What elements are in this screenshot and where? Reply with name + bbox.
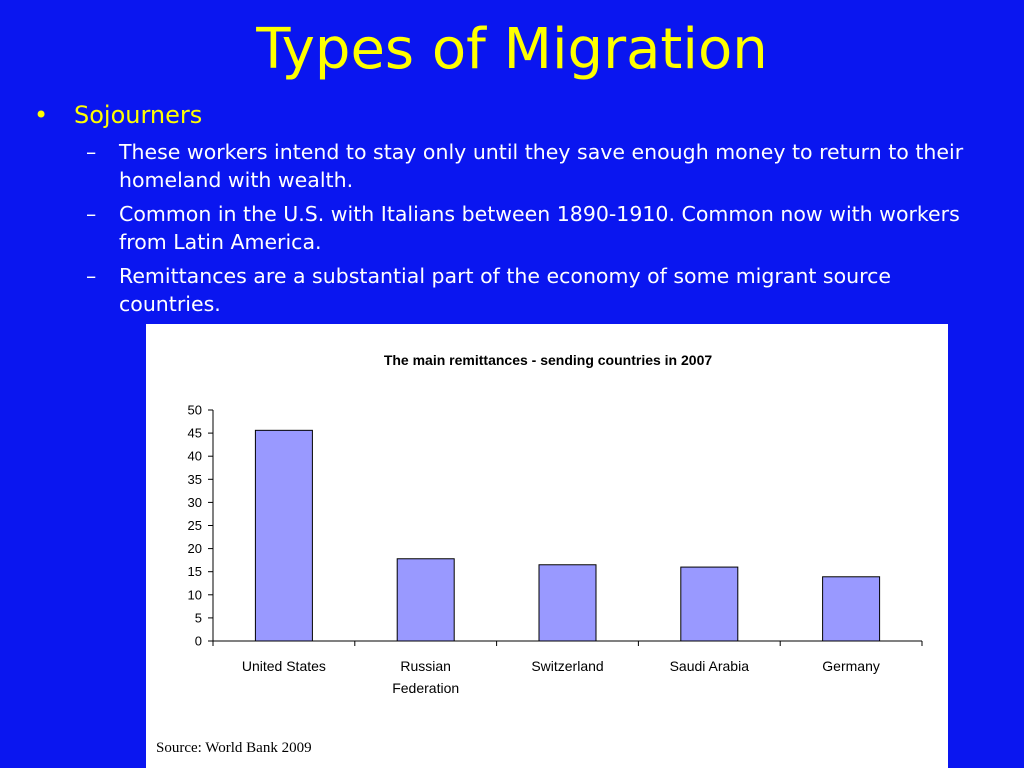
- sub-bullet-text: These workers intend to stay only until …: [119, 140, 964, 192]
- chart-plot-area: 0 5 10 15 20 25 30 35 40 45 50 United States Russian…: [188, 403, 923, 696]
- x-tick-label: United States: [242, 658, 326, 674]
- x-tick-label: Saudi Arabia: [670, 658, 750, 674]
- y-tick-label: 25: [188, 518, 202, 533]
- y-tick-label: 0: [195, 634, 202, 649]
- remittances-chart: The main remittances - sending countries…: [146, 324, 948, 768]
- sub-bullet-item: – Remittances are a substantial part of t…: [86, 262, 986, 318]
- sub-bullet-list: – These workers intend to stay only until…: [86, 138, 986, 324]
- bar: [822, 576, 881, 642]
- y-tick-label: 30: [188, 495, 202, 510]
- bar: [396, 558, 455, 642]
- x-tick-label: Russian: [400, 658, 451, 674]
- chart-title: The main remittances - sending countries…: [384, 352, 713, 368]
- y-tick-label: 10: [188, 587, 202, 602]
- x-tick-label: Germany: [822, 658, 880, 674]
- sub-bullet-text: Common in the U.S. with Italians between…: [119, 202, 960, 254]
- bullet-dot: •: [34, 101, 49, 129]
- sub-bullet-item: – These workers intend to stay only until…: [86, 138, 986, 194]
- y-tick-label: 40: [188, 449, 202, 464]
- y-tick-label: 35: [188, 472, 202, 487]
- chart-svg: The main remittances - sending countries…: [156, 352, 923, 756]
- y-tick-label: 15: [188, 564, 202, 579]
- bar: [680, 566, 739, 642]
- bullet-label: Sojourners: [74, 101, 203, 129]
- x-tick-label: Federation: [392, 680, 459, 696]
- y-tick-label: 50: [188, 403, 202, 418]
- y-tick-label: 5: [195, 610, 202, 625]
- chart-source: Source: World Bank 2009: [156, 740, 312, 756]
- bar: [538, 564, 597, 642]
- slide-title: Types of Migration: [256, 17, 768, 82]
- dash-marker: –: [86, 140, 97, 164]
- sub-bullet-text: Remittances are a substantial part of th…: [119, 264, 891, 316]
- bullet-sojourners: • Sojourners: [34, 100, 202, 130]
- dash-marker: –: [86, 202, 97, 226]
- x-tick-label: Switzerland: [531, 658, 603, 674]
- y-tick-label: 20: [188, 541, 202, 556]
- bar: [254, 429, 313, 642]
- sub-bullet-item: – Common in the U.S. with Italians betwee…: [86, 200, 986, 256]
- dash-marker: –: [86, 264, 97, 288]
- y-tick-label: 45: [188, 426, 202, 441]
